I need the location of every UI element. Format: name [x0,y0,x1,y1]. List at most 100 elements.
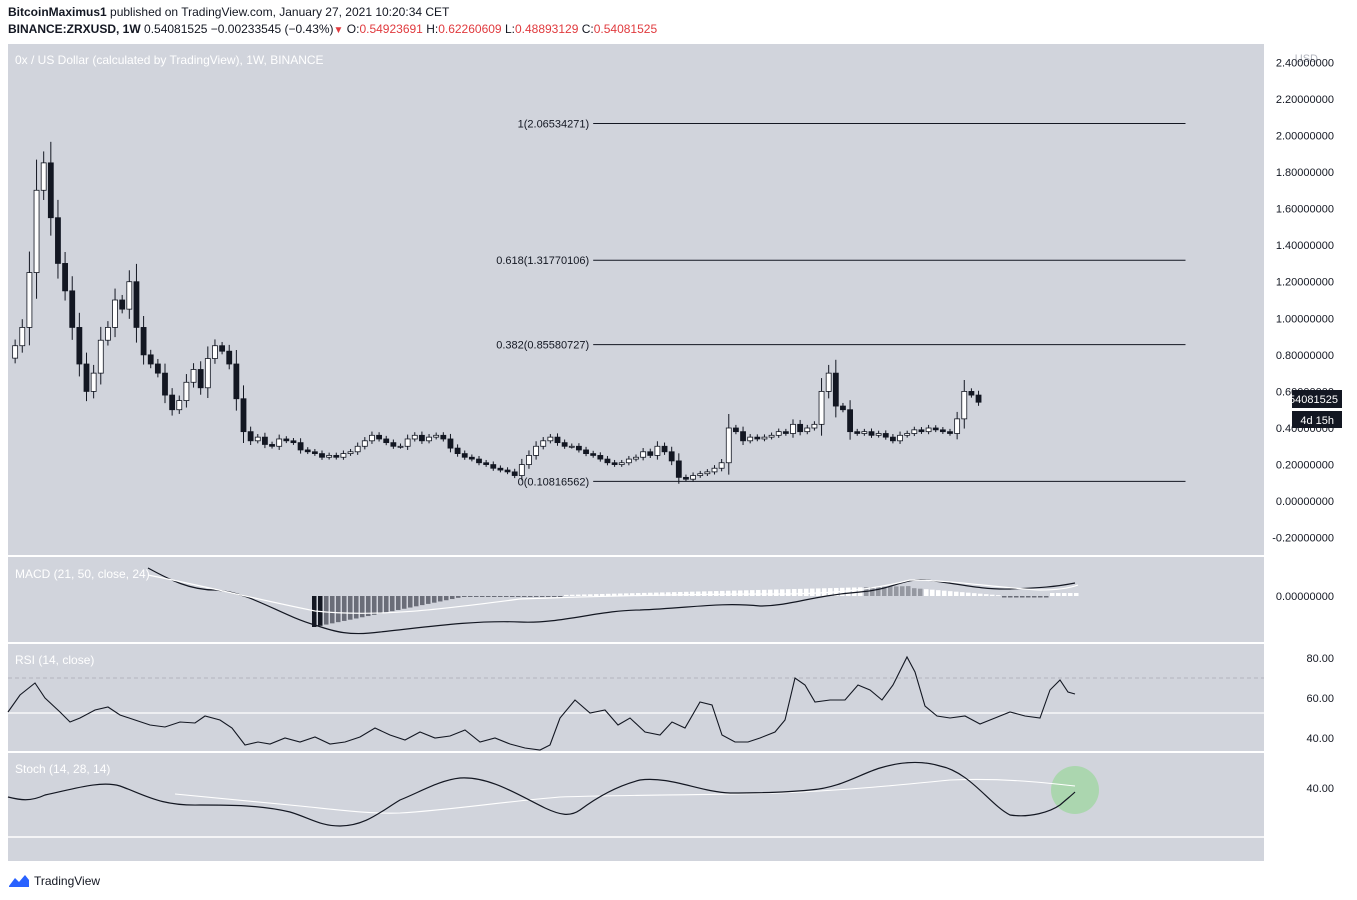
rsi-tick-80: 80.00 [1306,653,1334,665]
macd-bar [1032,596,1037,598]
candle-body [105,327,111,341]
open-value: 0.54923691 [359,22,423,36]
macd-bar [528,596,533,597]
macd-bar [444,596,449,601]
macd-bar [312,596,317,627]
candle-body [511,471,518,476]
candle-body [625,458,632,464]
y-tick-label: 1.40000000 [1276,240,1334,252]
candle-body [733,427,739,433]
candle-body [62,263,68,292]
macd-bar [732,590,737,596]
macd-bar [336,596,341,623]
price-axis[interactable] [1264,44,1352,861]
macd-bar [780,589,785,596]
candle-body [169,394,176,411]
candle-body [683,476,689,480]
candle-body [825,372,832,392]
candle-body [47,162,54,219]
candle-body [333,455,340,458]
candle-body [276,438,283,447]
macd-bar [546,596,551,597]
macd-bar [366,596,371,617]
y-tick-label: 2.40000000 [1276,57,1334,69]
macd-bar [690,591,695,596]
macd-bar [930,589,935,596]
macd-bar [558,596,563,597]
candle-body [354,445,361,453]
candle-body [861,431,868,434]
candle-body [76,327,83,365]
candle-body [254,436,261,442]
macd-bar [810,588,815,596]
macd-bar [348,596,353,620]
candle-body [154,363,161,374]
candle-body [33,189,40,273]
candle-body [12,345,19,359]
published-text: published on TradingView.com, January 27… [106,5,450,19]
macd-bar [522,596,527,597]
macd-bar [996,595,1001,596]
candle-body [533,445,539,456]
candle-body [939,429,946,433]
candle-body [790,423,796,434]
fib-level-label: 0.618(1.31770106) [496,255,589,267]
macd-bar [918,588,923,596]
candle-body [311,451,318,454]
candle-body [547,436,554,442]
fibonacci-retracement[interactable]: 1(2.06534271) 0.618(1.31770106) 0.382(0.85… [496,118,1186,488]
candle-body [483,462,490,465]
macd-bar [564,594,569,596]
footer-brand: TradingView [34,874,101,888]
macd-bar [942,590,947,596]
macd-bar [726,590,731,596]
candle-body [340,453,347,458]
candle-body [540,440,547,447]
candle-body [654,445,661,456]
stoch-tick-40: 40.00 [1306,783,1334,795]
time-axis[interactable] [8,837,1264,861]
macd-bar [504,596,509,597]
candle-body [890,436,896,442]
tradingview-footer[interactable]: TradingView [8,874,100,888]
macd-bar [666,592,671,596]
y-tick-label: 2.20000000 [1276,94,1334,106]
last-price: 0.54081525 [144,22,208,36]
countdown-badge [1292,411,1342,428]
tradingview-logo-icon [9,875,29,887]
macd-bar [774,589,779,596]
candle-body [26,272,33,328]
macd-bar [768,589,773,596]
macd-bar [468,596,473,597]
author-name[interactable]: BitcoinMaximus1 [8,5,107,19]
macd-bar [912,588,917,596]
rsi-tick-60: 60.00 [1306,693,1334,705]
last-price-badge [1292,390,1342,408]
macd-title: MACD (21, 50, close, 24) [15,567,150,581]
fib-level-label: 0.382(0.85580727) [496,340,589,352]
candle-body [447,438,454,449]
macd-bar [966,592,971,596]
macd-bar [318,596,323,626]
y-tick-label: 0.00000000 [1276,496,1334,508]
candle-body [804,427,811,433]
macd-bar [576,594,581,596]
macd-bar [954,591,959,596]
macd-bar [654,592,659,596]
candle-body [832,372,839,407]
stoch-title: Stoch (14, 28, 14) [15,762,110,776]
candle-body [326,455,333,458]
candle-body [597,455,604,460]
macd-bar [456,596,461,598]
candle-body [140,327,147,356]
candle-body [975,394,982,403]
macd-bar [462,596,467,597]
macd-bar [372,596,377,615]
stoch-d-line [174,778,1076,814]
macd-bar [672,592,677,596]
macd-bar [534,596,539,597]
macd-bar [582,594,587,596]
candle-body [868,431,875,436]
rsi-title: RSI (14, close) [15,653,94,667]
